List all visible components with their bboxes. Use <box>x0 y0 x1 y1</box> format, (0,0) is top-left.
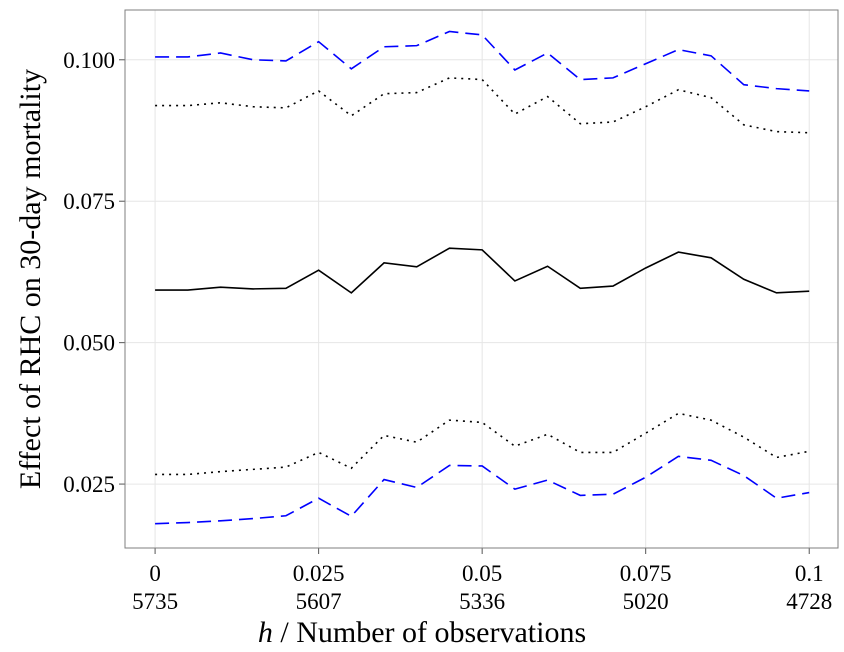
x-tick-label: 0.1 <box>795 561 824 586</box>
x-tick-sublabel: 5020 <box>623 589 669 614</box>
series-line <box>155 30 810 92</box>
series-line <box>155 247 810 294</box>
plot-border <box>124 9 839 549</box>
x-tick-sublabel: 4728 <box>786 589 832 614</box>
x-axis-label: h / Number of observations <box>258 616 586 649</box>
y-tick-label: 0.075 <box>63 189 115 214</box>
x-tick-sublabel: 5607 <box>296 589 342 614</box>
series-line <box>155 455 810 525</box>
y-tick-label: 0.050 <box>63 331 115 356</box>
x-tick-label: 0.075 <box>620 561 672 586</box>
x-label-text: / Number of observations <box>273 616 586 649</box>
x-tick-sublabel: 5735 <box>132 589 178 614</box>
x-tick-label: 0.05 <box>462 561 502 586</box>
y-axis-label: Effect of RHC on 30-day mortality <box>14 69 47 489</box>
x-label-var: h <box>258 616 273 649</box>
y-tick-label: 0.100 <box>63 48 115 73</box>
x-tick-sublabel: 5336 <box>459 589 505 614</box>
x-tick-label: 0 <box>149 561 161 586</box>
x-tick-label: 0.025 <box>293 561 345 586</box>
y-tick-label: 0.025 <box>63 472 115 497</box>
